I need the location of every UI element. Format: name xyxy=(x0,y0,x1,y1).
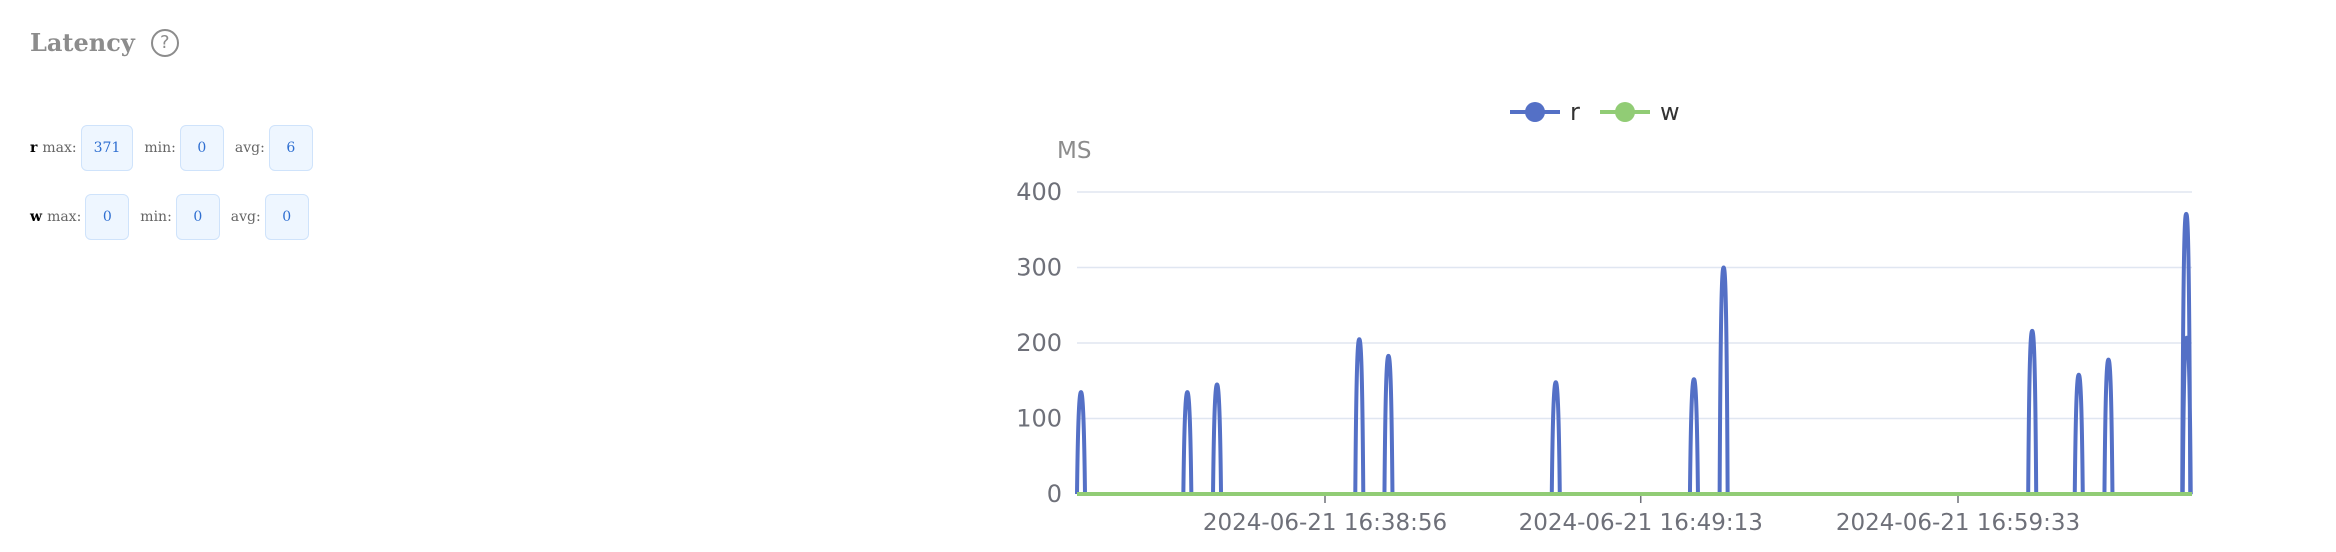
stats-row-w: w max: 0 min: 0 avg: 0 xyxy=(30,194,320,240)
avg-label: avg: xyxy=(230,209,261,225)
r-min-value: 0 xyxy=(179,125,224,171)
w-max-value: 0 xyxy=(85,194,130,240)
y-tick-label: 0 xyxy=(1047,480,1062,508)
legend-item-r[interactable]: r xyxy=(1510,98,1580,126)
x-tick-label: 2024-06-21 16:59:33 xyxy=(1836,510,2080,536)
max-label: max: xyxy=(47,209,82,225)
y-tick-label: 300 xyxy=(1016,254,1062,282)
y-tick-label: 200 xyxy=(1016,329,1062,357)
panel-header: Latency ? xyxy=(30,28,179,57)
legend-label: r xyxy=(1570,98,1580,126)
series-name-w: w xyxy=(30,209,43,225)
x-tick-label: 2024-06-21 16:38:56 xyxy=(1203,510,1447,536)
w-avg-value: 0 xyxy=(264,194,309,240)
min-label: min: xyxy=(140,209,172,225)
stats-row-r: r max: 371 min: 0 avg: 6 xyxy=(30,125,324,171)
legend-label: w xyxy=(1660,98,1680,126)
w-min-value: 0 xyxy=(175,194,220,240)
r-avg-value: 6 xyxy=(268,125,313,171)
legend-item-w[interactable]: w xyxy=(1600,98,1680,126)
question-circle-icon[interactable]: ? xyxy=(150,28,179,57)
x-tick-label: 2024-06-21 16:49:13 xyxy=(1519,510,1763,536)
min-label: min: xyxy=(144,140,176,156)
max-label: max: xyxy=(42,140,77,156)
y-tick-label: 100 xyxy=(1016,405,1062,433)
r-max-value: 371 xyxy=(80,125,134,171)
legend-marker xyxy=(1615,102,1635,122)
y-tick-label: 400 xyxy=(1016,178,1062,206)
avg-label: avg: xyxy=(234,140,265,156)
y-axis-label: MS xyxy=(1057,138,1091,164)
series-line-r xyxy=(1075,211,2193,496)
panel-title: Latency xyxy=(30,28,135,57)
legend-marker xyxy=(1525,102,1545,122)
series-name-r: r xyxy=(30,140,38,156)
